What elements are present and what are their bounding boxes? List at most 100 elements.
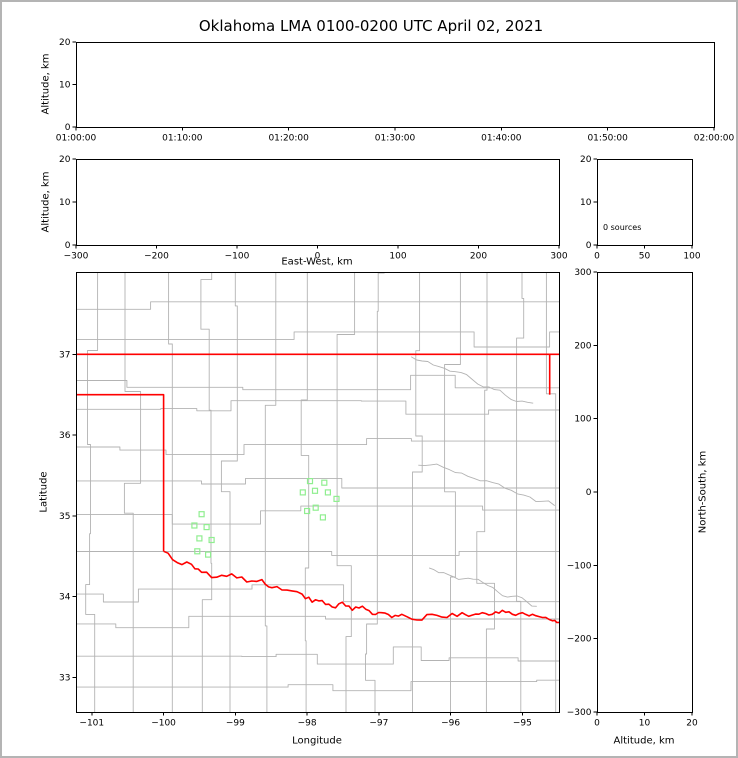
y-tick-label: −300	[567, 708, 592, 718]
y-tick-label: 0	[586, 241, 592, 251]
y-tick-label: 0	[65, 123, 71, 133]
state-border-red-river	[163, 550, 559, 624]
y-tick-label: 100	[574, 415, 591, 425]
x-tick-label: −200	[144, 252, 169, 262]
axes-time-height: 01:00:00 01:10:00 01:20:00 01:30:00 01:40:00…	[56, 38, 735, 144]
axes-ns-height: 0 10 20 −300 −200 −100 0 100 200 300	[567, 268, 698, 729]
x-tick-label: 01:40:00	[481, 134, 522, 144]
y-tick-label: 20	[59, 38, 71, 48]
x-tick-label: −300	[64, 252, 89, 262]
county-line	[365, 272, 385, 712]
x-tick-label: −101	[79, 719, 104, 729]
x-tick-label: 100	[389, 252, 406, 262]
axes-plan-view-map: −101 −100 −99 −98 −97 −96 −95 33 34 35 36 37	[59, 272, 560, 729]
lma-station-marker	[333, 495, 340, 502]
y-tick-label: 37	[59, 350, 70, 360]
y-tick-label: −100	[567, 561, 592, 571]
x-tick-label: 01:30:00	[375, 134, 416, 144]
county-line	[476, 272, 495, 712]
lma-station-marker	[208, 536, 215, 544]
x-tick-label: 0	[594, 719, 600, 729]
ylabel-north-south: North-South, km	[697, 450, 709, 534]
county-line	[516, 272, 525, 712]
county-line	[85, 272, 99, 712]
y-tick-label: 20	[59, 155, 71, 165]
x-tick-label: 01:10:00	[162, 134, 203, 144]
lma-station-marker	[203, 523, 210, 531]
county-line	[545, 272, 557, 712]
river-line	[410, 356, 534, 404]
lma-station-marker	[196, 535, 203, 542]
y-tick-label: 0	[65, 241, 71, 251]
county-line	[76, 301, 559, 310]
x-tick-label: 10	[639, 719, 651, 729]
xlabel-altitude-ns-panel: Altitude, km	[613, 735, 675, 747]
county-line	[76, 374, 559, 391]
river-line	[418, 463, 555, 506]
y-tick-label: 200	[574, 341, 591, 351]
y-tick-label: 35	[59, 512, 70, 522]
x-tick-label: 01:50:00	[587, 134, 628, 144]
x-tick-label: −100	[225, 252, 250, 262]
y-tick-label: 33	[59, 673, 70, 683]
x-tick-label: 0	[315, 252, 321, 262]
x-tick-label: 01:20:00	[268, 134, 309, 144]
y-tick-label: 10	[580, 198, 592, 208]
y-tick-label: 0	[586, 488, 592, 498]
lma-station-marker	[304, 507, 311, 515]
x-tick-label: −97	[369, 719, 388, 729]
x-tick-label: −99	[226, 719, 245, 729]
lma-station-marker	[312, 504, 319, 511]
county-line	[300, 272, 310, 712]
ylabel-latitude: Latitude	[38, 471, 50, 513]
y-tick-label: 300	[574, 268, 591, 278]
lma-station-marker	[194, 548, 201, 555]
county-line	[220, 272, 238, 712]
x-tick-label: 300	[550, 252, 567, 262]
lma-station-marker	[198, 511, 205, 518]
x-tick-label: 100	[683, 252, 700, 262]
x-tick-label: −96	[441, 719, 460, 729]
sources-count-annotation: 0 sources	[603, 223, 642, 232]
county-line	[76, 331, 559, 348]
county-line	[444, 272, 461, 712]
county-line	[76, 550, 559, 556]
y-tick-label: 10	[59, 198, 71, 208]
lma-station-marker	[306, 478, 314, 485]
x-tick-label: 50	[639, 252, 651, 262]
y-tick-label: 36	[59, 431, 71, 441]
map-layers	[76, 272, 559, 712]
x-tick-label: −95	[513, 719, 532, 729]
figure-title: Oklahoma LMA 0100-0200 UTC April 02, 202…	[198, 17, 544, 35]
county-line	[336, 272, 356, 712]
county-line	[76, 505, 559, 525]
river-line	[428, 567, 537, 607]
county-line	[76, 679, 559, 692]
x-tick-label: 01:00:00	[56, 134, 97, 144]
axes-histogram: 0 50 100 0 10 20	[580, 155, 701, 262]
state-border-panhandle	[76, 393, 165, 552]
lma-station-marker	[191, 522, 198, 529]
lma-station-marker	[319, 514, 326, 521]
county-line	[76, 584, 559, 603]
ylabel-altitude-ew-panel: Altitude, km	[40, 171, 52, 233]
county-line	[76, 438, 559, 456]
lma-station-marker	[321, 479, 328, 486]
lma-station-marker	[205, 551, 212, 558]
county-line	[76, 400, 559, 415]
lma-station-marker	[324, 489, 331, 496]
county-line	[264, 272, 277, 712]
county-line	[168, 272, 173, 712]
county-line	[76, 615, 559, 629]
xlabel-longitude: Longitude	[292, 735, 342, 747]
county-line	[123, 272, 142, 712]
x-tick-label: 200	[470, 252, 487, 262]
county-line	[76, 477, 559, 489]
y-tick-label: 10	[59, 81, 71, 91]
lma-station-marker	[311, 487, 319, 494]
county-line	[76, 646, 559, 665]
y-tick-label: 20	[580, 155, 592, 165]
x-tick-label: −100	[151, 719, 176, 729]
